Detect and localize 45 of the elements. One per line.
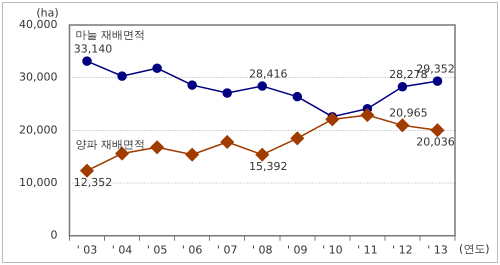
point: [150, 140, 164, 154]
point: [220, 135, 234, 149]
point: [360, 108, 374, 122]
x-tick-label: ' 08: [252, 243, 273, 256]
series-label: 양파 재배면적: [75, 138, 145, 152]
y-tick-label: 20,000: [18, 123, 58, 136]
y-tick-label: 40,000: [18, 18, 58, 31]
y-tick-label: 10,000: [18, 176, 58, 189]
x-tick-label: ' 09: [287, 243, 308, 256]
point: [430, 123, 444, 137]
y-axis-title: (ha): [36, 6, 59, 20]
point: [396, 118, 410, 132]
series-label: 마늘 재배면적: [75, 28, 145, 42]
point: [290, 132, 304, 146]
point: [82, 56, 92, 66]
point: [292, 92, 302, 102]
y-tick-label: 0: [50, 228, 58, 242]
x-tick-label: ' 12: [392, 243, 413, 256]
x-tick-label: ' 10: [322, 243, 343, 256]
x-tick-label: ' 03: [76, 243, 98, 256]
point: [398, 82, 408, 92]
x-tick-label: ' 13: [427, 243, 448, 256]
point: [187, 80, 197, 90]
data-label: 33,140: [74, 42, 112, 56]
point: [257, 81, 267, 91]
y-tick-label: 30,000: [18, 70, 58, 84]
x-tick-label: ' 05: [146, 243, 168, 256]
data-label: 12,352: [74, 176, 112, 190]
data-label: 20,036: [416, 136, 455, 149]
x-axis-title: (연도): [459, 242, 490, 256]
point: [117, 71, 127, 81]
point: [326, 112, 340, 126]
x-tick-label: ' 11: [357, 243, 378, 256]
point: [80, 164, 94, 178]
x-tick-label: ' 07: [216, 243, 238, 256]
data-label: 20,965: [389, 106, 428, 120]
point: [152, 63, 162, 73]
point: [222, 88, 232, 98]
x-tick-label: ' 06: [182, 243, 202, 256]
point: [255, 148, 269, 162]
data-label: 28,416: [248, 67, 288, 80]
point: [185, 148, 199, 162]
x-tick-label: ' 04: [112, 243, 132, 256]
point: [432, 76, 442, 86]
data-label: 15,392: [248, 160, 288, 174]
